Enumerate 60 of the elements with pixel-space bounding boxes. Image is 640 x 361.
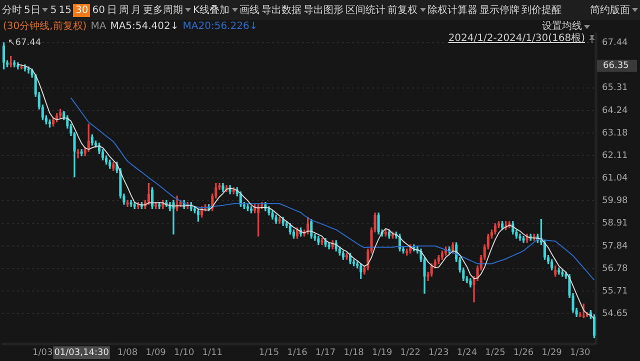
y-tick-label: 64.24: [602, 106, 628, 116]
y-tick-label: 61.04: [602, 174, 628, 184]
x-tick-label: 1/15: [258, 348, 280, 358]
candlestick: [172, 200, 175, 234]
y-tick-label: 65.31: [602, 83, 628, 94]
text: 前复权: [388, 4, 418, 18]
x-tick-label: 1/09: [146, 348, 166, 358]
x-tick-label: 1/25: [485, 348, 506, 358]
x-tick-label: 1/10: [174, 348, 194, 358]
text: 设置均线: [542, 21, 582, 32]
legend-title: MA: [90, 21, 106, 32]
x-tick-label: 01/03,14:30: [54, 348, 110, 358]
y-tick-label: 59.98: [602, 196, 628, 206]
text: 导出数据: [262, 4, 302, 18]
y-tick-label: 58.91: [602, 218, 628, 229]
annotation: 2024/1/2-2024/1/30(168根): [448, 33, 585, 44]
text: 导出图形: [304, 4, 344, 18]
text: 区间统计: [346, 4, 386, 18]
text: 除权计算器: [428, 4, 478, 18]
x-tick-label: 1/30: [570, 348, 590, 358]
x-tick-label: 1/19: [372, 348, 392, 358]
x-tick-label: 1/08: [117, 348, 138, 358]
x-tick-label: 1/11: [202, 348, 222, 358]
text: 更多周期: [142, 4, 183, 18]
y-tick-label: 55.71: [602, 286, 628, 296]
text: 到价提醒: [522, 4, 562, 18]
x-tick-label: 1/29: [542, 348, 562, 358]
text: MA20:56.226↓: [182, 21, 258, 32]
y-tick-label: 63.18: [602, 128, 628, 138]
x-tick-label: 1/17: [315, 348, 336, 358]
chart-subtitle: (30分钟线,前复权): [3, 21, 87, 32]
x-tick-label: 1/18: [344, 348, 364, 358]
y-tick-label: 57.84: [602, 241, 628, 252]
candlestick: [76, 149, 80, 158]
x-tick-label: 1/24: [456, 348, 478, 358]
text: 简约版面: [590, 4, 630, 18]
text: 15: [58, 4, 72, 16]
text: 30: [73, 4, 90, 16]
y-tick-label: 67.44: [602, 38, 628, 48]
text: 5: [50, 4, 57, 16]
x-tick-label: 1/16: [287, 348, 308, 358]
text: 周: [118, 4, 129, 18]
annotation: 66.35: [603, 61, 629, 72]
text: 分时: [2, 4, 22, 18]
annotation: ↖67.44: [8, 38, 42, 48]
text: 显示停牌: [480, 4, 520, 18]
y-tick-label: 56.78: [602, 264, 628, 274]
text: 60: [92, 4, 105, 16]
x-tick-label: 1/22: [400, 348, 420, 358]
x-tick-label: 1/26: [513, 348, 534, 358]
text: 日: [106, 4, 117, 18]
text: MA5:54.402↓: [110, 21, 179, 32]
x-tick-label: 1/03: [32, 348, 53, 358]
y-tick-label: 54.65: [602, 308, 628, 319]
text: 月: [130, 4, 141, 18]
x-tick-label: 1/23: [428, 348, 449, 358]
text: K线叠加: [192, 4, 230, 18]
y-tick-label: 62.11: [602, 150, 628, 161]
text: 5日: [24, 4, 40, 18]
text: 画线: [240, 4, 260, 18]
